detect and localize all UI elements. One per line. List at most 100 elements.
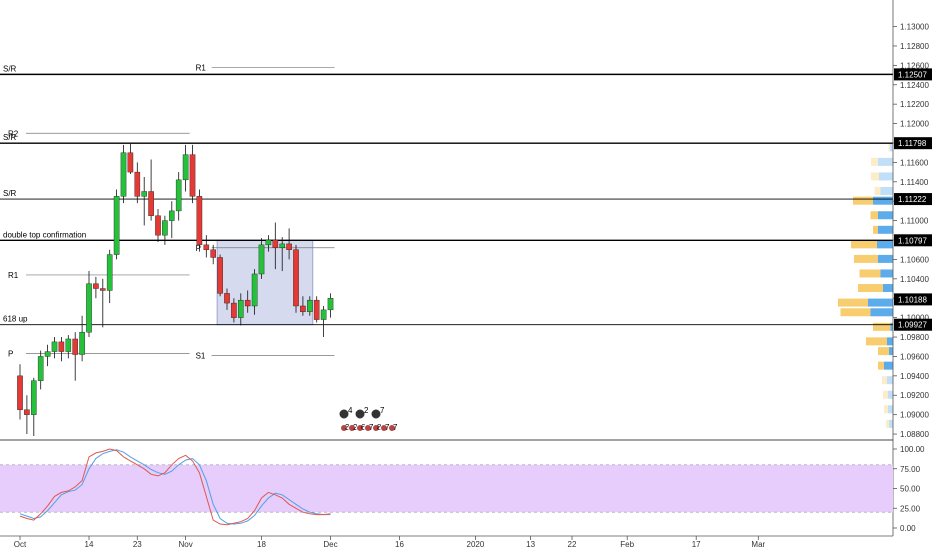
price-tag-label: 1.10188 bbox=[898, 295, 927, 304]
candle[interactable] bbox=[203, 244, 210, 250]
event-count: 4 bbox=[348, 406, 353, 415]
candle[interactable] bbox=[120, 152, 127, 197]
candle[interactable] bbox=[258, 244, 265, 275]
price-tick-label: 1.09800 bbox=[900, 333, 929, 342]
candle[interactable] bbox=[134, 171, 141, 197]
time-tick-label: 18 bbox=[257, 540, 266, 549]
event-icon[interactable] bbox=[372, 424, 380, 432]
price-tag-label: 1.11222 bbox=[898, 195, 927, 204]
candle[interactable] bbox=[313, 299, 320, 320]
volume-bar-buy bbox=[890, 143, 893, 152]
price-tick-label: 1.11000 bbox=[900, 217, 929, 226]
candle[interactable] bbox=[99, 288, 106, 291]
volume-bar-buy bbox=[880, 269, 893, 278]
event-icon[interactable] bbox=[348, 424, 356, 432]
candle[interactable] bbox=[251, 273, 258, 307]
event-icon[interactable] bbox=[338, 408, 350, 420]
candle[interactable] bbox=[44, 351, 51, 357]
volume-bar-sell bbox=[886, 419, 889, 428]
time-tick-label: Mar bbox=[751, 540, 765, 549]
volume-bar-sell bbox=[874, 186, 881, 195]
candle[interactable] bbox=[65, 338, 72, 352]
time-tick-label: 23 bbox=[133, 540, 142, 549]
volume-bar-sell bbox=[871, 172, 879, 181]
oscillator-tick-label: 25.00 bbox=[900, 504, 921, 513]
candle[interactable] bbox=[224, 293, 230, 304]
price-tick-label: 1.10000 bbox=[900, 314, 929, 323]
candle[interactable] bbox=[320, 309, 327, 320]
candle[interactable] bbox=[31, 380, 37, 415]
candle[interactable] bbox=[286, 243, 292, 250]
event-icon[interactable] bbox=[370, 408, 382, 420]
event-count: 8 bbox=[377, 423, 382, 432]
candle[interactable] bbox=[37, 356, 44, 381]
candle[interactable] bbox=[51, 341, 58, 352]
candle[interactable] bbox=[327, 298, 334, 311]
candle[interactable] bbox=[155, 215, 161, 236]
candle[interactable] bbox=[58, 341, 65, 352]
candle[interactable] bbox=[217, 257, 223, 294]
candle[interactable] bbox=[86, 283, 92, 333]
pivot-label: S1 bbox=[196, 351, 206, 360]
time-tick-label: Nov bbox=[178, 540, 192, 549]
price-tick-label: 1.12600 bbox=[900, 61, 929, 70]
candle[interactable] bbox=[162, 220, 168, 236]
event-icon[interactable] bbox=[364, 424, 372, 432]
candle[interactable] bbox=[189, 154, 196, 197]
time-tick-label: 17 bbox=[692, 540, 701, 549]
price-tag-label: 1.11798 bbox=[898, 139, 927, 148]
candle[interactable] bbox=[210, 249, 217, 258]
candle[interactable] bbox=[293, 249, 299, 307]
event-count: 7 bbox=[393, 423, 398, 432]
volume-bar-buy bbox=[877, 240, 893, 249]
candle[interactable] bbox=[17, 375, 23, 411]
volume-bar-sell bbox=[866, 337, 887, 346]
candle[interactable] bbox=[182, 154, 189, 181]
price-tick-label: 1.10600 bbox=[900, 255, 929, 264]
level-label: double top confirmation bbox=[3, 230, 86, 239]
time-tick-label: 13 bbox=[526, 540, 535, 549]
candle[interactable] bbox=[244, 299, 251, 307]
candle[interactable] bbox=[265, 239, 272, 246]
candle[interactable] bbox=[231, 302, 237, 318]
candle[interactable] bbox=[24, 409, 30, 415]
candle[interactable] bbox=[272, 239, 279, 248]
volume-bar-buy bbox=[870, 308, 893, 317]
time-tick-label: 14 bbox=[85, 540, 94, 549]
candle[interactable] bbox=[237, 299, 244, 318]
candle[interactable] bbox=[175, 179, 182, 212]
candle[interactable] bbox=[279, 243, 286, 248]
event-count: 7 bbox=[369, 423, 374, 432]
event-icon[interactable] bbox=[356, 424, 364, 432]
candle[interactable] bbox=[196, 196, 203, 246]
level-label: S/R bbox=[3, 64, 17, 73]
event-icon[interactable] bbox=[354, 408, 366, 420]
candle[interactable] bbox=[168, 210, 175, 221]
volume-bar-sell bbox=[888, 143, 890, 152]
volume-bar-sell bbox=[870, 211, 878, 220]
candle[interactable] bbox=[79, 331, 85, 355]
volume-bar-sell bbox=[851, 240, 877, 249]
candle[interactable] bbox=[113, 196, 120, 255]
price-tag bbox=[894, 318, 932, 331]
candle[interactable] bbox=[141, 191, 148, 197]
volume-profile bbox=[838, 143, 893, 428]
price-tick-label: 1.11400 bbox=[900, 178, 929, 187]
candle[interactable] bbox=[148, 191, 154, 216]
volume-bar-sell bbox=[873, 225, 878, 234]
price-tick-label: 1.08800 bbox=[900, 430, 929, 439]
event-icon[interactable] bbox=[388, 424, 396, 432]
pivot-label: R2 bbox=[8, 129, 19, 138]
candle[interactable] bbox=[93, 283, 99, 289]
candle[interactable] bbox=[72, 338, 78, 355]
candle[interactable] bbox=[127, 152, 134, 173]
volume-bar-buy bbox=[887, 376, 893, 385]
event-icon[interactable] bbox=[380, 424, 388, 432]
volume-bar-buy bbox=[888, 405, 893, 414]
candle[interactable] bbox=[300, 305, 306, 313]
event-icon[interactable] bbox=[340, 424, 348, 432]
candle[interactable] bbox=[106, 254, 113, 291]
candle[interactable] bbox=[307, 299, 313, 313]
time-tick-label: 16 bbox=[395, 540, 404, 549]
